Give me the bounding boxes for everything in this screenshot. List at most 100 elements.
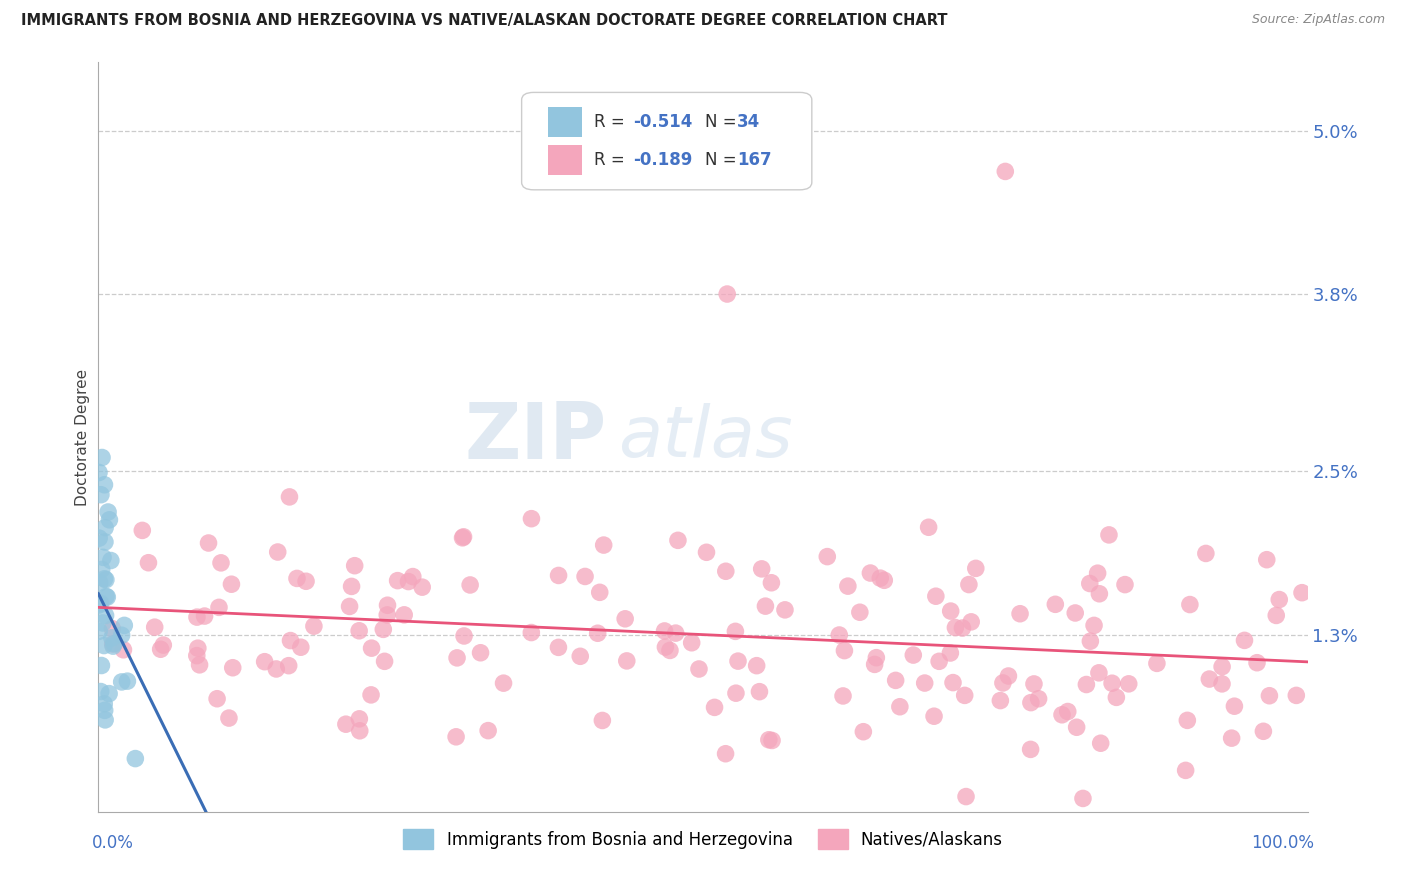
Point — [197, 536, 219, 550]
Point — [1256, 552, 1278, 566]
Y-axis label: Doctorate Degree: Doctorate Degree — [75, 368, 90, 506]
Point — [681, 636, 703, 650]
Point — [988, 693, 1011, 707]
Point — [93, 697, 115, 711]
Point — [339, 599, 361, 614]
Point — [392, 607, 415, 622]
Point — [960, 615, 983, 629]
Point — [1268, 592, 1291, 607]
Point — [87, 598, 110, 612]
Point — [1253, 724, 1275, 739]
Point — [446, 651, 468, 665]
Point — [277, 658, 299, 673]
Point — [90, 658, 112, 673]
Point — [112, 618, 135, 632]
Point — [143, 620, 166, 634]
Point — [1146, 657, 1168, 671]
Point — [1105, 690, 1128, 705]
Point — [745, 658, 768, 673]
Point — [89, 531, 111, 545]
Point — [360, 641, 382, 656]
Point — [1028, 691, 1050, 706]
Text: 34: 34 — [737, 112, 761, 130]
Point — [470, 646, 492, 660]
Point — [98, 513, 121, 527]
Point — [91, 550, 114, 565]
Point — [111, 628, 134, 642]
Point — [953, 689, 976, 703]
Point — [957, 577, 980, 591]
Point — [758, 732, 780, 747]
Point — [834, 643, 856, 657]
Point — [914, 676, 936, 690]
Point — [1211, 659, 1233, 673]
Point — [1291, 585, 1313, 599]
Point — [349, 723, 371, 738]
Legend: Immigrants from Bosnia and Herzegovina, Natives/Alaskans: Immigrants from Bosnia and Herzegovina, … — [396, 822, 1010, 855]
Point — [290, 640, 312, 655]
Point — [89, 575, 111, 590]
Point — [1174, 764, 1197, 778]
Point — [278, 490, 301, 504]
Point — [1195, 546, 1218, 560]
Point — [94, 608, 117, 623]
Point — [1223, 699, 1246, 714]
Point — [295, 574, 318, 589]
Point — [186, 648, 208, 663]
Point — [90, 684, 112, 698]
Point — [87, 466, 110, 480]
Text: 100.0%: 100.0% — [1250, 834, 1313, 852]
Point — [264, 662, 287, 676]
Point — [96, 590, 118, 604]
Point — [965, 561, 987, 575]
Point — [1114, 577, 1136, 591]
FancyBboxPatch shape — [548, 107, 582, 137]
Point — [453, 530, 475, 544]
Point — [761, 575, 783, 590]
Point — [917, 520, 939, 534]
Point — [477, 723, 499, 738]
Point — [188, 657, 211, 672]
Point — [280, 633, 302, 648]
Point — [716, 287, 738, 301]
Point — [714, 564, 737, 578]
Point — [94, 521, 117, 535]
Point — [111, 674, 134, 689]
Point — [665, 626, 688, 640]
Point — [873, 574, 896, 588]
Text: 0.0%: 0.0% — [93, 834, 134, 852]
Text: N =: N = — [706, 112, 742, 130]
Point — [94, 535, 117, 549]
Point — [1285, 689, 1308, 703]
Point — [340, 579, 363, 593]
Point — [654, 624, 676, 638]
Point — [347, 624, 370, 638]
Point — [695, 545, 717, 559]
Point — [458, 578, 481, 592]
Point — [94, 590, 117, 604]
Point — [1178, 598, 1201, 612]
Point — [574, 569, 596, 583]
Point — [93, 639, 115, 653]
Point — [955, 789, 977, 804]
Point — [101, 639, 124, 653]
Point — [1010, 607, 1032, 621]
Point — [939, 604, 962, 618]
FancyBboxPatch shape — [548, 145, 582, 175]
Point — [591, 714, 613, 728]
Point — [451, 531, 474, 545]
Point — [1022, 677, 1045, 691]
Point — [117, 674, 139, 689]
Point — [751, 562, 773, 576]
Point — [209, 556, 232, 570]
Point — [1175, 714, 1198, 728]
Point — [205, 691, 228, 706]
Point — [724, 686, 747, 700]
Point — [869, 571, 891, 585]
Point — [1076, 677, 1098, 691]
Point — [520, 625, 543, 640]
Point — [688, 662, 710, 676]
Point — [218, 711, 240, 725]
Point — [654, 640, 676, 654]
Point — [1019, 742, 1042, 756]
